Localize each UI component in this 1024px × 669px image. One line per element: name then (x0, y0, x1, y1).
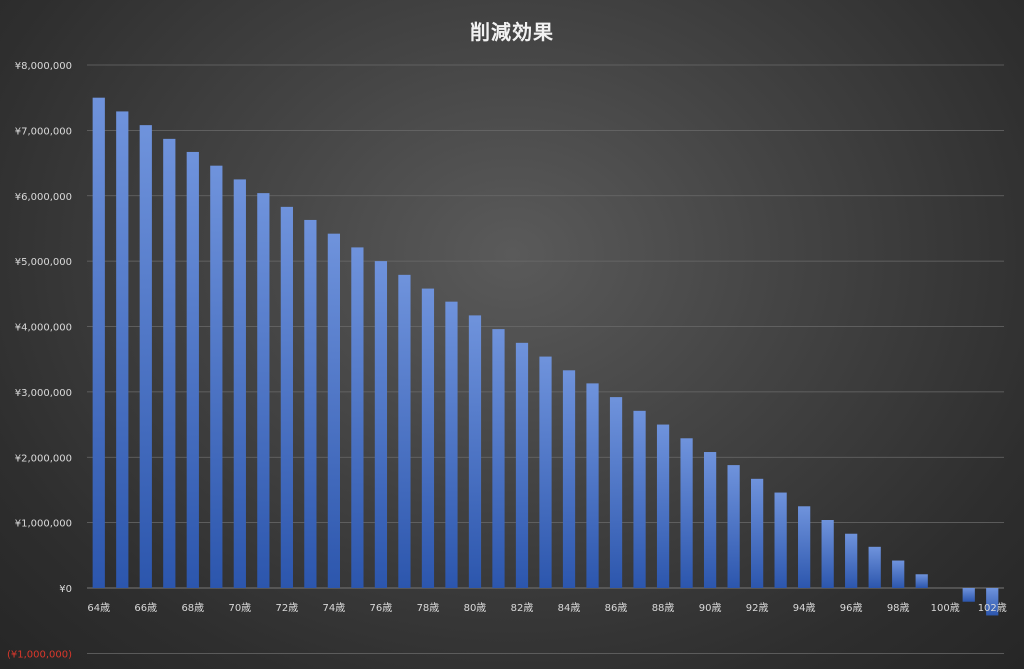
y-tick-label: ¥3,000,000 (15, 388, 72, 399)
x-tick-label: 94歳 (793, 602, 816, 614)
bar-78歳 (421, 288, 435, 588)
bar-101歳 (962, 588, 975, 602)
bar-79歳 (445, 301, 458, 588)
y-tick-label: ¥0 (59, 584, 72, 595)
bar-73歳 (304, 219, 317, 588)
y-tick-label: ¥4,000,000 (15, 323, 72, 334)
x-tick-label: 66歳 (134, 602, 157, 614)
x-tick-label: 86歳 (605, 602, 628, 614)
bar-91歳 (727, 465, 740, 588)
y-tick-label: (¥1,000,000) (7, 649, 72, 660)
x-tick-label: 96歳 (840, 602, 863, 614)
bar-71歳 (257, 193, 270, 588)
bar-74歳 (327, 233, 340, 589)
bars (92, 97, 999, 616)
y-tick-label: ¥7,000,000 (15, 126, 72, 137)
y-axis-tick-labels: ¥8,000,000 ¥7,000,000 ¥6,000,000 ¥5,000,000… (7, 61, 72, 660)
x-tick-label: 92歳 (746, 602, 769, 614)
x-tick-label: 100歳 (931, 602, 960, 614)
bar-84歳 (562, 370, 576, 588)
bar-75歳 (351, 247, 364, 588)
bar-66歳 (139, 125, 152, 588)
x-tick-label: 82歳 (511, 602, 534, 614)
x-tick-label: 102歳 (978, 602, 1007, 614)
bar-72歳 (280, 206, 293, 589)
x-tick-label: 74歳 (323, 602, 346, 614)
x-tick-label: 78歳 (417, 602, 440, 614)
y-tick-label: ¥8,000,000 (15, 61, 72, 72)
bar-97歳 (868, 546, 881, 588)
bar-86歳 (609, 397, 623, 588)
y-tick-label: ¥2,000,000 (15, 453, 72, 464)
bar-83歳 (539, 356, 552, 588)
chart-title: 削減効果 (470, 20, 554, 44)
bar-89歳 (680, 438, 693, 588)
x-tick-label: 88歳 (652, 602, 675, 614)
x-axis-tick-labels: 64歳 66歳 68歳 70歳 72歳 74歳 76歳 78歳 80歳 82歳 84歳 86歳 88歳 9… (87, 602, 1006, 614)
bar-69歳 (210, 165, 223, 588)
bar-94歳 (798, 506, 811, 588)
bar-93歳 (774, 492, 787, 588)
y-tick-label: ¥1,000,000 (15, 519, 72, 530)
y-tick-label: ¥6,000,000 (15, 192, 72, 203)
bar-77歳 (398, 274, 411, 588)
bar-98歳 (892, 560, 905, 588)
x-tick-label: 80歳 (464, 602, 487, 614)
bar-92歳 (751, 478, 764, 588)
bar-68歳 (186, 151, 199, 588)
x-tick-label: 98歳 (887, 602, 910, 614)
bar-87歳 (633, 410, 646, 588)
bar-90歳 (703, 452, 717, 588)
x-tick-label: 90歳 (699, 602, 722, 614)
y-tick-label: ¥5,000,000 (15, 257, 72, 268)
bar-88歳 (656, 424, 670, 588)
x-tick-label: 64歳 (87, 602, 110, 614)
x-tick-label: 72歳 (275, 602, 298, 614)
x-tick-label: 68歳 (181, 602, 204, 614)
bar-96歳 (845, 533, 858, 588)
bar-80歳 (468, 315, 482, 588)
bar-81歳 (492, 329, 505, 588)
x-tick-label: 84歳 (558, 602, 581, 614)
bar-64歳 (92, 97, 105, 588)
bar-65歳 (116, 111, 129, 589)
bar-67歳 (163, 138, 176, 588)
bar-70歳 (233, 179, 246, 588)
bar-85歳 (586, 383, 599, 588)
x-tick-label: 70歳 (228, 602, 251, 614)
bar-99歳 (915, 574, 928, 588)
bar-76歳 (374, 261, 388, 589)
bar-102歳 (986, 588, 999, 616)
bar-82歳 (515, 342, 529, 588)
x-tick-label: 76歳 (370, 602, 393, 614)
bar-95歳 (821, 520, 834, 588)
